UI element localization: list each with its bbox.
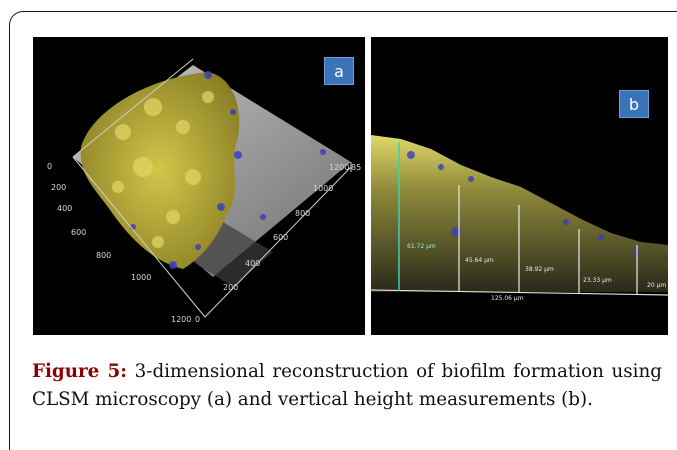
biofilm-3d-render [72,58,352,318]
measurement-label: 20 μm [647,282,667,289]
axis-tick: 600 [273,233,289,242]
measurement-label: 23.33 μm [583,277,612,284]
panel-b-height-measurements: 61.72 μm 45.64 μm 38.92 μm 23.33 μm 20 μ… [371,37,668,335]
axis-tick: 800 [295,209,311,218]
measurement-label: 45.64 μm [465,257,494,264]
axis-tick: 600 [71,228,87,237]
axis-tick: 400 [245,259,261,268]
axis-tick: 200 [223,283,239,292]
caption-label: Figure 5: [32,361,127,382]
axis-tick: 200 [51,183,67,192]
axes [72,58,352,318]
figure-caption: Figure 5: 3-dimensional reconstruction o… [32,358,662,414]
panel-b-badge: b [619,90,649,118]
axis-tick: 1200 [171,315,192,324]
measurement-label: 38.92 μm [525,266,554,273]
measurement-label: 61.72 μm [407,243,436,250]
axis-tick: 1000 [313,184,334,193]
total-length-label: 125.06 μm [491,295,524,302]
axis-tick: 400 [57,204,73,213]
biofilm-cross-section [371,135,668,296]
axis-tick: 0 [195,315,201,324]
figure-frame [9,11,677,450]
blue-stain-spots [130,71,326,269]
axis-tick: 0 [47,162,53,171]
axis-tick: 1200 [329,163,350,172]
biofilm-highlights [112,91,214,248]
axis-tick: 85 [351,163,362,172]
panel-a-badge: a [324,57,354,85]
biofilm-mass [80,72,240,269]
axis-tick: 800 [96,251,112,260]
panel-a-3d-reconstruction: 0 200 400 600 800 1000 1200 0 200 400 60… [33,37,365,335]
caption-text: 3-dimensional reconstruction of biofilm … [32,361,663,410]
axis-tick: 1000 [131,273,152,282]
